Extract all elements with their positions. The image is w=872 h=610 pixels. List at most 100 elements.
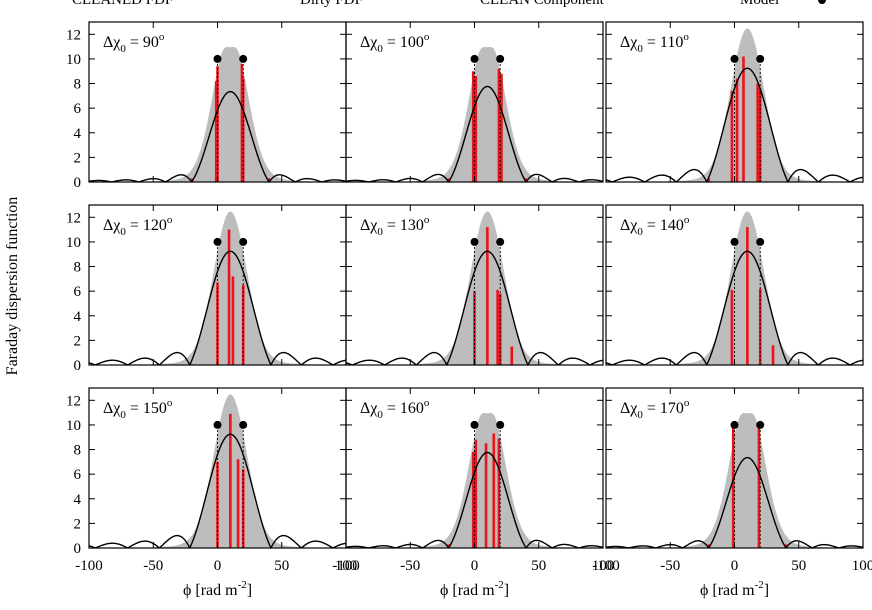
y-tick-label: 6: [74, 284, 82, 300]
model-point-1: [756, 420, 765, 429]
panel-label-sub: 0: [120, 43, 126, 55]
y-tick-label: 12: [66, 210, 81, 226]
cleaned-fdf-line: [88, 90, 347, 183]
legend-label-model: Model: [740, 0, 779, 8]
y-tick-label: 4: [74, 126, 82, 142]
panel-label-base: Δχ: [360, 34, 378, 51]
panel-label-sup: o: [424, 397, 430, 409]
y-tick-label: 8: [74, 77, 82, 93]
x-axis-label-end: ]: [504, 582, 509, 599]
legend-label-clean-component: CLEAN Component: [480, 0, 605, 8]
panel-label: Δχ0 = 120o: [103, 214, 173, 238]
panel-label-value: = 100: [383, 34, 424, 51]
x-axis-label: ϕ [rad m-2]: [700, 579, 769, 599]
y-tick-label: 8: [74, 260, 82, 276]
y-tick-label: 10: [66, 52, 81, 68]
panel-label-sup: o: [684, 214, 690, 226]
y-tick-label: 4: [74, 492, 82, 508]
x-tick-label: -100: [332, 558, 360, 574]
x-tick-label: -50: [143, 558, 163, 574]
panel-label-value: = 110: [643, 34, 683, 51]
panel-label-sup: o: [684, 397, 690, 409]
panel-label-sub: 0: [377, 226, 383, 238]
x-tick-label: 0: [471, 558, 479, 574]
x-tick-label: 100: [592, 558, 615, 574]
x-axis-label-sup: -2: [755, 579, 764, 591]
x-tick-label: 0: [214, 558, 222, 574]
model-point-1: [496, 237, 505, 246]
model-point-0: [470, 420, 479, 429]
panel-label-sub: 0: [377, 409, 383, 421]
y-tick-label: 10: [66, 418, 81, 434]
x-tick-label: 50: [274, 558, 289, 574]
model-point-1: [239, 420, 248, 429]
x-tick-label: -100: [75, 558, 103, 574]
panel-1: Δχ0 = 100o: [345, 21, 604, 183]
model-point-1: [496, 54, 505, 63]
model-point-1: [756, 54, 765, 63]
x-tick-label: 100: [852, 558, 872, 574]
x-axis-label-sup: -2: [238, 579, 247, 591]
x-axis-label-main: ϕ [rad m: [183, 582, 238, 599]
model-point-0: [470, 54, 479, 63]
panel-label-sub: 0: [637, 43, 643, 55]
panel-label-value: = 160: [383, 400, 424, 417]
cleaned-fdf-line: [605, 250, 864, 367]
panel-label: Δχ0 = 160o: [360, 397, 430, 421]
panel-label: Δχ0 = 170o: [620, 397, 690, 421]
panel-label: Δχ0 = 130o: [360, 214, 430, 238]
x-tick-label: 0: [731, 558, 739, 574]
panel-label-sub: 0: [120, 409, 126, 421]
model-point-0: [470, 237, 479, 246]
panel-label-base: Δχ: [360, 217, 378, 234]
cleaned-fdf-line: [605, 456, 864, 549]
model-point-0: [730, 420, 739, 429]
panel-label-sub: 0: [120, 226, 126, 238]
panel-label-value: = 130: [383, 217, 424, 234]
y-tick-label: 2: [74, 516, 82, 532]
y-tick-label: 12: [66, 393, 81, 409]
x-tick-label: -50: [660, 558, 680, 574]
x-tick-label: 50: [531, 558, 546, 574]
y-tick-label: 12: [66, 27, 81, 43]
panel-label-base: Δχ: [620, 217, 638, 234]
model-point-0: [730, 54, 739, 63]
x-tick-label: 50: [791, 558, 806, 574]
x-axis-label-sup: -2: [495, 579, 504, 591]
model-point-0: [213, 54, 222, 63]
x-tick-label: -50: [400, 558, 420, 574]
cleaned-fdf-line: [345, 250, 604, 367]
panel-label-value: = 90: [126, 34, 159, 51]
model-point-0: [730, 237, 739, 246]
panel-label-sup: o: [683, 31, 689, 43]
cleaned-fdf-line: [345, 451, 604, 549]
panel-label: Δχ0 = 100o: [360, 31, 430, 55]
cleaned-fdf-line: [88, 250, 347, 367]
y-tick-label: 0: [74, 358, 82, 374]
panel-label-value: = 120: [126, 217, 167, 234]
panel-label-sub: 0: [377, 43, 383, 55]
x-tick-label: 100: [335, 558, 358, 574]
panel-label-sup: o: [424, 31, 430, 43]
panel-2: Δχ0 = 110o: [605, 21, 864, 184]
panel-label-sup: o: [424, 214, 430, 226]
y-tick-label: 6: [74, 467, 82, 483]
x-axis-label: ϕ [rad m-2]: [440, 579, 509, 599]
panel-label-sup: o: [159, 31, 165, 43]
model-point-0: [213, 237, 222, 246]
panel-label-value: = 170: [643, 400, 684, 417]
y-tick-label: 0: [74, 541, 82, 557]
panel-4: Δχ0 = 130o: [345, 204, 604, 367]
panel-label-sup: o: [167, 214, 173, 226]
panel-label-sub: 0: [637, 226, 643, 238]
legend-label-cleaned: CLEANED FDF: [72, 0, 173, 8]
panel-label: Δχ0 = 150o: [103, 397, 173, 421]
panel-label-value: = 150: [126, 400, 167, 417]
panel-label: Δχ0 = 140o: [620, 214, 690, 238]
